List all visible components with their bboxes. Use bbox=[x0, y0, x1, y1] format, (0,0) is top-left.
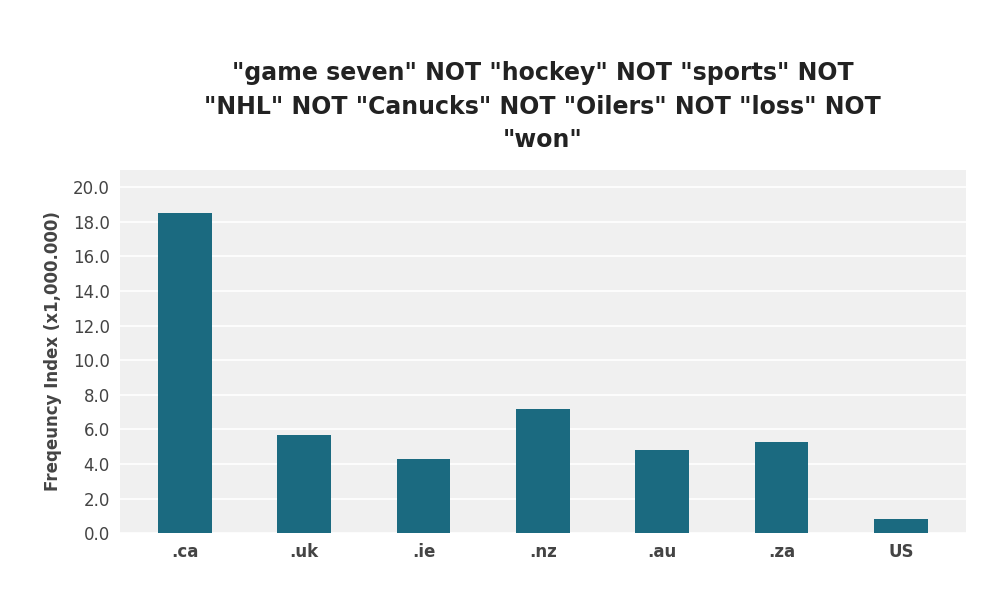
Bar bbox=[516, 408, 570, 533]
Bar bbox=[396, 459, 450, 533]
Bar bbox=[158, 213, 212, 533]
Title: "game seven" NOT "hockey" NOT "sports" NOT
"NHL" NOT "Canucks" NOT "Oilers" NOT : "game seven" NOT "hockey" NOT "sports" N… bbox=[204, 61, 881, 153]
Y-axis label: Freqeuncy Index (x1,000.000): Freqeuncy Index (x1,000.000) bbox=[44, 211, 62, 491]
Bar bbox=[873, 519, 927, 533]
Bar bbox=[755, 442, 809, 533]
Bar bbox=[635, 450, 689, 533]
Bar bbox=[277, 435, 331, 533]
